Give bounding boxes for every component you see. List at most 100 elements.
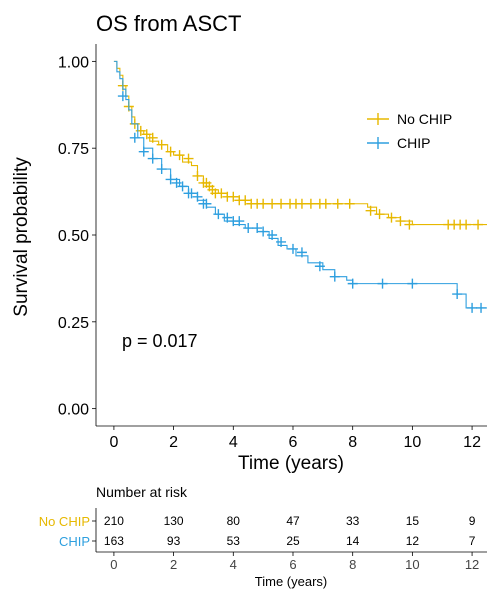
censor-mark [320,198,331,209]
censor-mark [147,132,158,143]
risk-cell: 130 [164,514,184,528]
censor-mark [177,181,188,192]
legend-key [367,137,389,149]
risk-row-label: CHIP [59,534,90,549]
censor-mark [222,212,233,223]
chart-title: OS from ASCT [96,11,241,36]
y-tick-label: 0.25 [58,315,89,332]
censor-mark [165,174,176,185]
p-value-annotation: p = 0.017 [122,331,198,351]
y-tick-label: 0.75 [58,141,89,158]
censor-mark [395,216,406,227]
censor-mark [192,170,203,181]
censor-mark [171,177,182,188]
risk-x-tick-label: 4 [230,557,237,572]
risk-cell: 47 [286,514,300,528]
risk-table: Number at risk Time (years) No CHIP 210 13… [39,484,487,589]
censor-mark [156,164,167,175]
censor-mark [374,209,385,220]
censor-mark [386,212,397,223]
censor-mark [192,191,203,202]
risk-cell: 12 [406,534,420,548]
risk-cell: 14 [346,534,360,548]
censor-mark [234,216,245,227]
risk-cell: 7 [469,534,476,548]
x-tick-label: 10 [403,434,421,451]
censor-mark [129,132,140,143]
risk-cell: 210 [104,514,124,528]
censor-mark [141,129,152,140]
censor-mark [276,198,287,209]
censor-mark [240,195,251,206]
censor-mark [183,153,194,164]
censor-mark [365,205,376,216]
legend-label: No CHIP [397,111,452,127]
y-tick-label: 0.00 [58,402,89,419]
censor-mark [461,219,472,230]
y-tick-label: 1.00 [58,54,89,71]
censor-mark [404,219,415,230]
legend-entry: No CHIP [367,111,452,127]
risk-cell: 25 [286,534,300,548]
censor-mark [276,236,287,247]
risk-x-tick-label: 2 [170,557,177,572]
censor-mark [296,247,307,258]
censor-mark [314,261,325,272]
censor-mark [147,153,158,164]
risk-row-label: No CHIP [39,514,90,529]
censor-mark [344,198,355,209]
risk-x-tick-label: 10 [405,557,419,572]
legend-label: CHIP [397,135,430,151]
risk-cell: 9 [469,514,476,528]
x-tick-label: 6 [289,434,298,451]
censor-mark [347,278,358,289]
censor-mark [476,302,487,313]
censor-mark [213,209,224,220]
risk-cell: 93 [167,534,181,548]
risk-cell: 163 [104,534,124,548]
censor-mark [329,271,340,282]
risk-x-tick-label: 0 [110,557,117,572]
censor-mark [156,139,167,150]
censor-mark [258,226,269,237]
legend-entry: CHIP [367,135,430,151]
x-tick-label: 2 [169,434,178,451]
censor-mark [452,289,463,300]
risk-table-title: Number at risk [96,484,188,500]
risk-x-tick-label: 12 [465,557,479,572]
censor-mark [216,188,227,199]
x-tick-label: 4 [229,434,238,451]
series-line-chip [113,60,487,309]
censor-mark [267,230,278,240]
risk-x-tick-label: 8 [349,557,356,572]
risk-cell: 33 [346,514,360,528]
censor-mark [332,198,343,209]
censor-mark [407,278,418,289]
censor-mark [243,223,254,234]
censor-mark [174,150,185,161]
x-tick-label: 12 [463,434,481,451]
risk-x-axis-title: Time (years) [255,574,327,589]
censor-mark [296,198,307,209]
censor-mark [467,302,478,313]
risk-cell: 53 [227,534,241,548]
censor-mark [258,198,269,209]
censor-mark [377,278,388,289]
censor-mark [117,91,128,102]
censor-mark [186,188,197,199]
x-tick-label: 0 [109,434,118,451]
y-tick-label: 0.50 [58,228,89,245]
censor-mark [165,146,176,157]
censor-mark [201,198,212,209]
censor-mark [287,243,298,254]
risk-cell: 15 [406,514,420,528]
censor-mark [228,191,239,202]
plot-area: 0.00 0.25 0.50 0.75 1.00 0 2 4 6 8 10 12 [58,44,487,451]
legend-key [367,113,389,125]
legend: No CHIP CHIP [367,111,452,151]
risk-cell: 80 [227,514,241,528]
series-line-no-chip [113,60,487,226]
censor-mark [473,219,484,230]
censor-mark [252,223,263,234]
